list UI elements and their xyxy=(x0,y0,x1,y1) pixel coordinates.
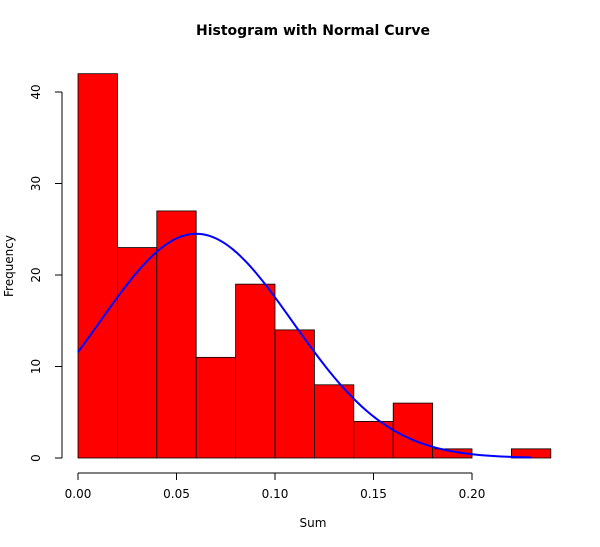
histogram-bar-2 xyxy=(156,210,197,459)
curve-layer xyxy=(77,232,532,459)
y-tick-label-4: 40 xyxy=(29,84,43,99)
y-axis-label: Frequency xyxy=(2,235,16,297)
x-tick-label-4: 0.20 xyxy=(459,487,486,501)
histogram-bar-3 xyxy=(195,356,236,459)
histogram-bar-0 xyxy=(77,73,118,459)
histogram-bar-4 xyxy=(235,283,276,459)
bars-group xyxy=(77,73,552,459)
histogram-bar-7 xyxy=(353,420,394,459)
x-axis-label: Sum xyxy=(300,516,327,530)
histogram-bar-5 xyxy=(274,329,315,459)
x-tick-label-2: 0.10 xyxy=(262,487,289,501)
y-tick-label-2: 20 xyxy=(29,267,43,282)
y-tick-label-0: 0 xyxy=(29,454,43,462)
chart-title: Histogram with Normal Curve xyxy=(196,23,430,39)
y-tick-label-3: 30 xyxy=(29,176,43,191)
histogram-bar-1 xyxy=(117,247,158,459)
y-axis: 0 10 20 30 40 xyxy=(29,84,63,462)
histogram-bar-11 xyxy=(510,448,552,459)
x-axis: 0.00 0.05 0.10 0.15 0.20 xyxy=(65,472,486,501)
x-tick-label-0: 0.00 xyxy=(65,487,92,501)
normal-curve xyxy=(77,232,532,459)
y-tick-label-1: 10 xyxy=(29,359,43,374)
histogram-bar-8 xyxy=(392,402,434,459)
x-tick-label-1: 0.05 xyxy=(163,487,190,501)
histogram-bar-6 xyxy=(313,384,355,459)
x-tick-label-3: 0.15 xyxy=(360,487,387,501)
